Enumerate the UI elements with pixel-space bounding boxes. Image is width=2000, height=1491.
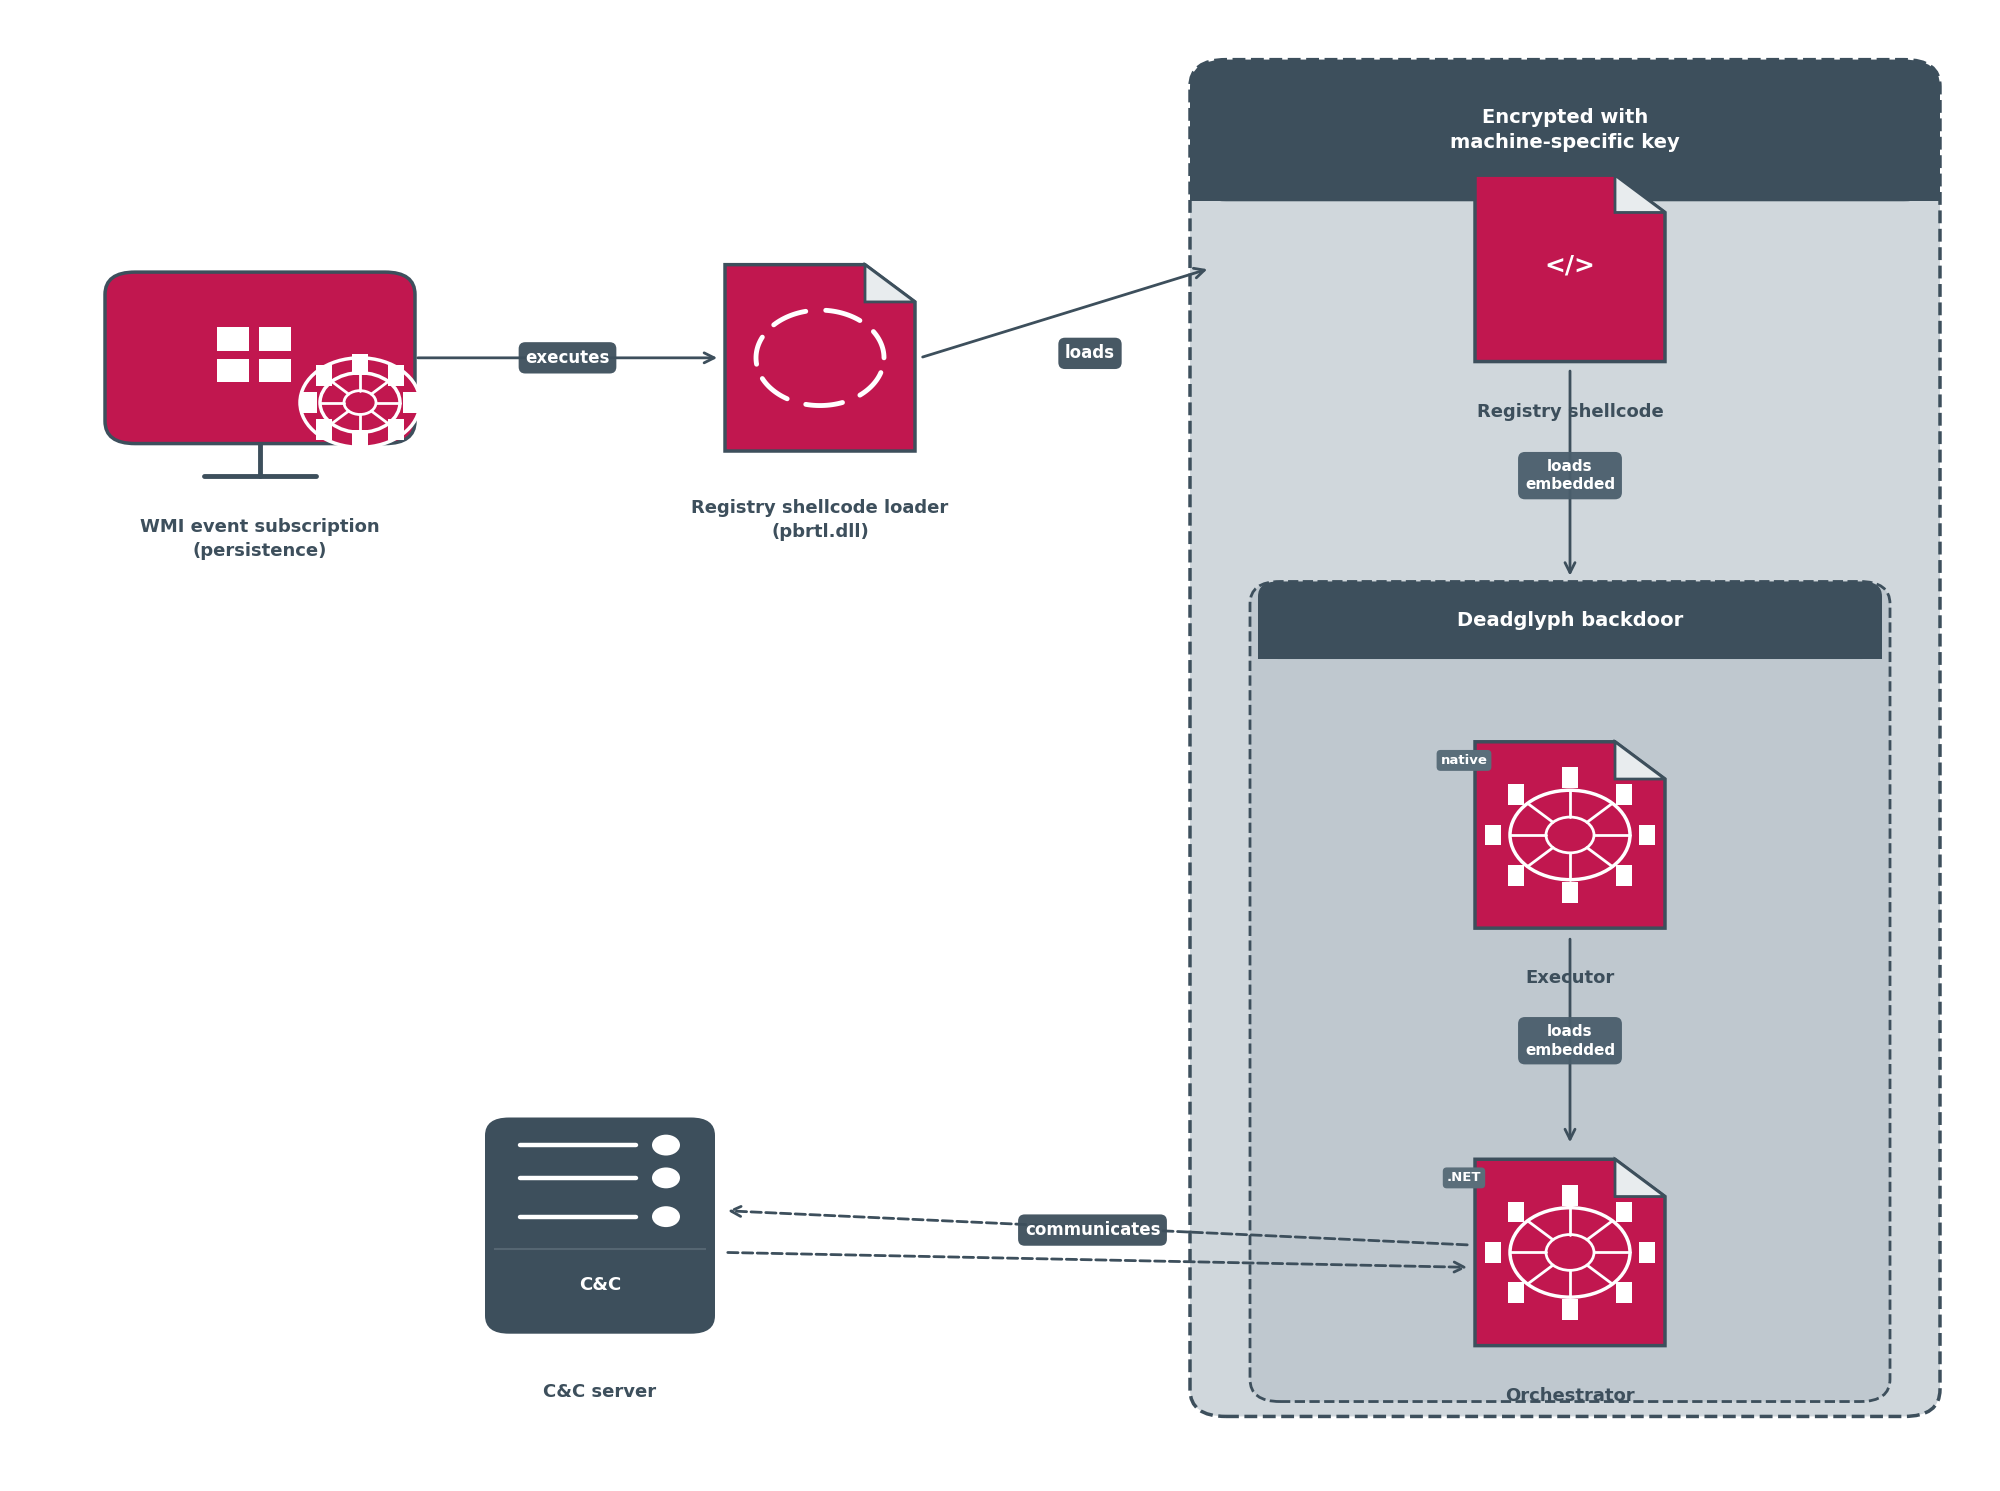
FancyBboxPatch shape (1508, 865, 1524, 886)
FancyBboxPatch shape (1190, 60, 1940, 201)
Text: Encrypted with
machine-specific key: Encrypted with machine-specific key (1450, 109, 1680, 152)
FancyBboxPatch shape (388, 419, 404, 440)
FancyBboxPatch shape (216, 328, 248, 352)
Polygon shape (1616, 176, 1664, 213)
Text: .NET: .NET (1446, 1172, 1482, 1184)
FancyBboxPatch shape (1508, 1282, 1524, 1303)
Circle shape (652, 1167, 680, 1188)
Text: Registry shellcode: Registry shellcode (1476, 403, 1664, 420)
FancyBboxPatch shape (1638, 1242, 1654, 1263)
Text: Registry shellcode loader
(pbrtl.dll): Registry shellcode loader (pbrtl.dll) (692, 499, 948, 541)
FancyBboxPatch shape (1562, 881, 1578, 902)
Text: native: native (1440, 754, 1488, 766)
Polygon shape (1616, 1160, 1664, 1196)
FancyBboxPatch shape (1616, 1202, 1632, 1223)
FancyBboxPatch shape (1562, 1299, 1578, 1320)
FancyBboxPatch shape (1250, 581, 1890, 1402)
FancyBboxPatch shape (260, 328, 292, 352)
FancyBboxPatch shape (388, 365, 404, 386)
Text: loads
embedded: loads embedded (1524, 459, 1616, 492)
Polygon shape (1476, 1160, 1664, 1345)
FancyBboxPatch shape (106, 273, 416, 444)
FancyBboxPatch shape (1258, 581, 1882, 659)
Circle shape (652, 1135, 680, 1156)
FancyBboxPatch shape (352, 353, 368, 374)
Polygon shape (1476, 743, 1664, 927)
FancyBboxPatch shape (404, 392, 420, 413)
Text: C&C: C&C (578, 1276, 622, 1294)
Text: loads: loads (1064, 344, 1114, 362)
FancyBboxPatch shape (1616, 1282, 1632, 1303)
Text: WMI event subscription
(persistence): WMI event subscription (persistence) (140, 519, 380, 559)
Bar (1258, 620, 1882, 659)
FancyBboxPatch shape (1486, 825, 1502, 845)
FancyBboxPatch shape (1508, 1202, 1524, 1223)
Text: communicates: communicates (1024, 1221, 1160, 1239)
Text: executes: executes (526, 349, 610, 367)
Polygon shape (724, 265, 914, 450)
FancyBboxPatch shape (484, 1118, 716, 1333)
Text: Deadglyph backdoor: Deadglyph backdoor (1456, 611, 1684, 629)
FancyBboxPatch shape (1508, 784, 1524, 805)
Polygon shape (1476, 176, 1664, 362)
FancyBboxPatch shape (260, 358, 292, 382)
Bar (1190, 130, 1940, 201)
Text: </>: </> (1544, 253, 1596, 277)
Text: Executor: Executor (1526, 969, 1614, 987)
Circle shape (652, 1206, 680, 1227)
Text: C&C server: C&C server (544, 1384, 656, 1402)
Circle shape (300, 358, 420, 447)
Text: Orchestrator: Orchestrator (1506, 1387, 1634, 1405)
Polygon shape (864, 265, 914, 301)
FancyBboxPatch shape (1616, 865, 1632, 886)
Polygon shape (1616, 743, 1664, 780)
FancyBboxPatch shape (352, 431, 368, 452)
FancyBboxPatch shape (1616, 784, 1632, 805)
FancyBboxPatch shape (1562, 768, 1578, 789)
FancyBboxPatch shape (316, 419, 332, 440)
Text: loads
embedded: loads embedded (1524, 1024, 1616, 1057)
FancyBboxPatch shape (1638, 825, 1654, 845)
FancyBboxPatch shape (216, 358, 248, 382)
FancyBboxPatch shape (316, 365, 332, 386)
FancyBboxPatch shape (300, 392, 316, 413)
FancyBboxPatch shape (1486, 1242, 1502, 1263)
FancyBboxPatch shape (1562, 1185, 1578, 1206)
FancyBboxPatch shape (1190, 60, 1940, 1416)
